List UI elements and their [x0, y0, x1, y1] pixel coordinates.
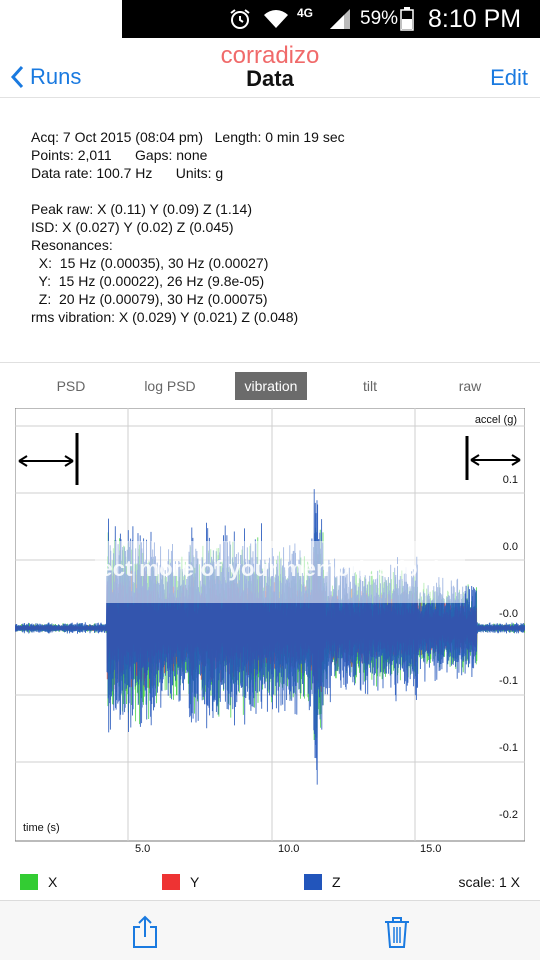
- chart-canvas: 0.1 0.0 -0.0 -0.1 -0.1 -0.2: [15, 408, 525, 842]
- trash-icon[interactable]: [382, 915, 412, 949]
- scale-indicator[interactable]: scale: 1 X: [458, 874, 520, 890]
- info-res-y: Y: 15 Hz (0.00022), 26 Hz (9.8e-05): [31, 273, 265, 289]
- bottom-toolbar: [0, 900, 540, 960]
- chart-signal: [15, 489, 525, 785]
- info-isd: ISD: X (0.027) Y (0.02) Z (0.045): [31, 219, 234, 235]
- chart-markers: [18, 433, 521, 485]
- watermark-text: Protect more of your memories for less!: [55, 556, 485, 581]
- info-res-z: Z: 20 Hz (0.00079), 30 Hz (0.00075): [31, 291, 268, 307]
- tab-tilt[interactable]: tilt: [363, 378, 377, 394]
- y-tick-label: 0.1: [503, 474, 518, 486]
- run-info: Acq: 7 Oct 2015 (08:04 pm) Length: 0 min…: [31, 128, 521, 326]
- back-button[interactable]: Runs: [10, 64, 81, 90]
- info-resonances-label: Resonances:: [31, 237, 113, 253]
- trim-start-arrow: [18, 455, 74, 467]
- x-tick-label: 15.0: [420, 843, 442, 855]
- trim-end-arrow: [470, 454, 521, 466]
- tab-psd[interactable]: PSD: [56, 378, 86, 394]
- x-tick-label: 10.0: [278, 843, 300, 855]
- legend-swatch-x: [20, 874, 38, 890]
- legend-item-x[interactable]: X: [20, 874, 57, 890]
- legend-swatch-y: [162, 874, 180, 890]
- info-rms: rms vibration: X (0.029) Y (0.021) Z (0.…: [31, 309, 299, 325]
- wifi-icon: [262, 0, 290, 38]
- alarm-icon: [228, 0, 254, 38]
- legend-item-y[interactable]: Y: [162, 874, 199, 890]
- chart-xlabel: time (s): [23, 822, 60, 834]
- chart-ylabel: accel (g): [474, 414, 517, 426]
- chart-legend: X Y Z scale: 1 X: [0, 868, 540, 896]
- legend-label-x: X: [48, 874, 58, 890]
- chevron-left-icon: [10, 65, 24, 89]
- battery-percent: 59%: [360, 8, 399, 29]
- legend-item-z[interactable]: Z: [304, 874, 341, 890]
- watermark-band: [95, 541, 465, 603]
- back-button-label: Runs: [30, 64, 82, 89]
- vibration-chart[interactable]: 0.1 0.0 -0.0 -0.1 -0.1 -0.2 accel (g) time (s…: [15, 408, 525, 853]
- legend-swatch-z: [304, 874, 322, 890]
- battery-icon: [400, 0, 416, 38]
- x-tick-label: 5.0: [135, 843, 151, 855]
- nav-bar: corradizo Runs Data Edit: [0, 38, 540, 98]
- section-divider: [0, 362, 540, 363]
- legend-label-z: Z: [332, 874, 341, 890]
- legend-label-y: Y: [190, 874, 200, 890]
- tab-log-psd[interactable]: log PSD: [144, 378, 196, 394]
- status-time: 8:10 PM: [428, 4, 522, 33]
- info-acq: Acq: 7 Oct 2015 (08:04 pm) Length: 0 min…: [31, 129, 345, 145]
- edit-button[interactable]: Edit: [490, 65, 528, 90]
- y-tick-label: -0.1: [499, 675, 518, 687]
- info-peak: Peak raw: X (0.11) Y (0.09) Z (1.14): [31, 201, 252, 217]
- page-title: Data: [246, 66, 294, 91]
- chart-tabs: PSD log PSD vibration tilt raw: [0, 372, 540, 400]
- y-tick-label: 0.0: [503, 541, 518, 553]
- status-bar: 4G 59% 8:10 PM: [0, 0, 540, 38]
- info-res-x: X: 15 Hz (0.00035), 30 Hz (0.00027): [31, 255, 269, 271]
- y-tick-label: -0.1: [499, 742, 518, 754]
- y-tick-label: -0.2: [499, 809, 518, 821]
- status-bar-blank: [0, 0, 122, 38]
- share-icon[interactable]: [130, 915, 160, 949]
- y-tick-label: -0.0: [499, 608, 518, 620]
- signal-icon: [328, 0, 352, 38]
- tab-vibration[interactable]: vibration: [235, 372, 307, 400]
- network-type: 4G: [297, 6, 314, 20]
- info-points: Points: 2,011 Gaps: none: [31, 147, 208, 163]
- info-rate: Data rate: 100.7 Hz Units: g: [31, 165, 224, 181]
- chart-y-ticks: 0.1 0.0 -0.0 -0.1 -0.1 -0.2: [499, 474, 518, 821]
- nav-watermark: corradizo: [220, 42, 320, 69]
- tab-raw[interactable]: raw: [458, 378, 482, 394]
- series-z-line: [15, 489, 525, 785]
